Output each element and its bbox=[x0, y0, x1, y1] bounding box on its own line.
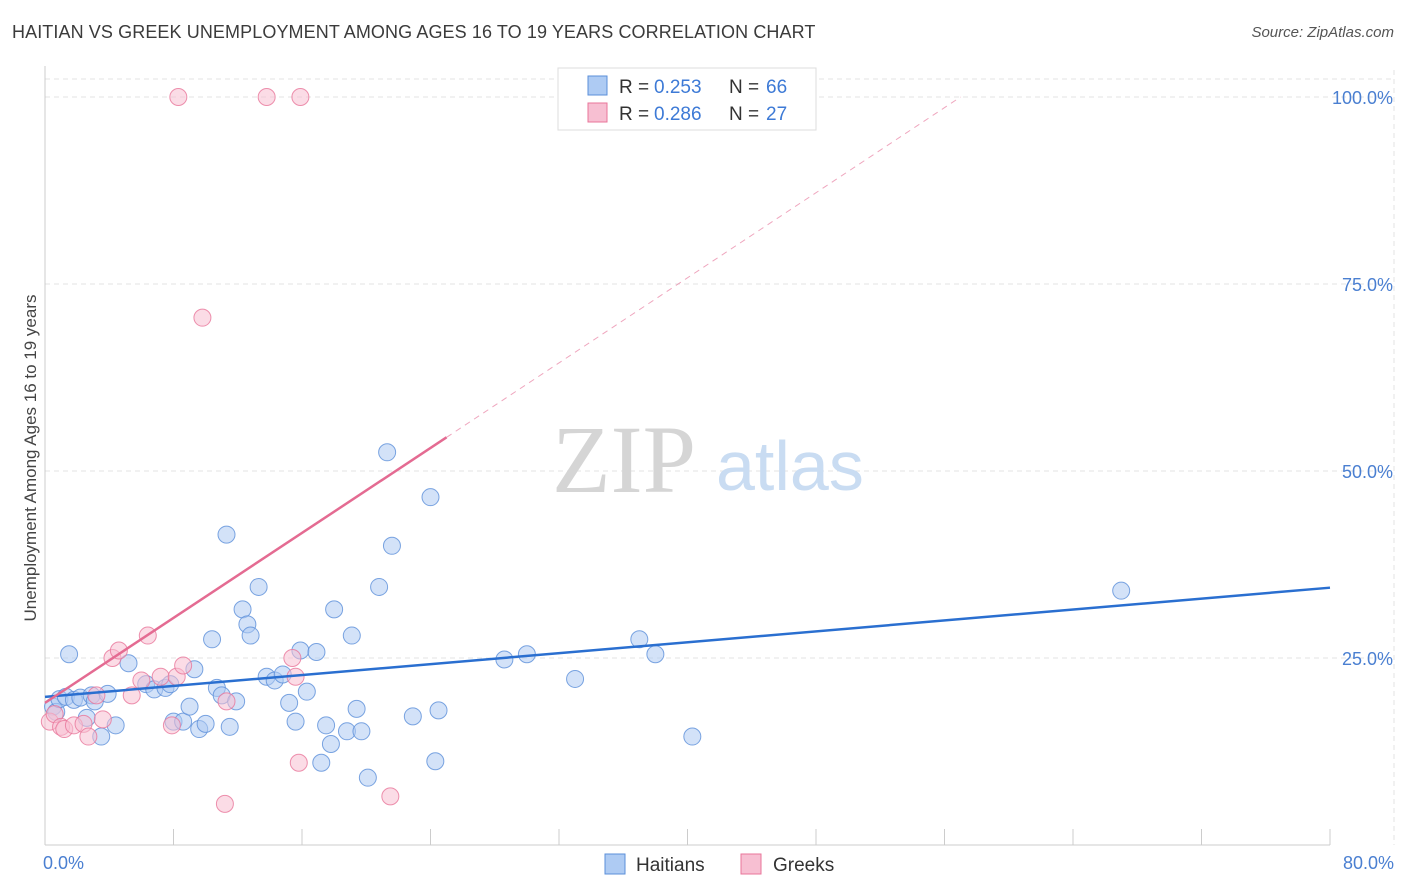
greek-point bbox=[174, 656, 193, 675]
haitian-point bbox=[378, 443, 397, 462]
greek-point bbox=[169, 88, 188, 106]
haitian-point bbox=[342, 626, 361, 645]
bottom-legend-swatch-greeks bbox=[740, 853, 762, 875]
greek-point bbox=[87, 686, 106, 705]
y-tick-label: 100.0% bbox=[1332, 88, 1393, 108]
source-label: Source: ZipAtlas.com bbox=[1251, 24, 1394, 41]
bottom-legend: Haitians Greeks bbox=[604, 853, 834, 876]
x-tick-labels: 0.0% 80.0% bbox=[43, 853, 1394, 873]
greek-point bbox=[132, 671, 151, 690]
greek-point bbox=[291, 88, 310, 106]
haitian-point bbox=[1112, 581, 1131, 600]
haitian-point bbox=[347, 699, 366, 718]
legend-r-value-haitians: 0.253 bbox=[654, 77, 702, 98]
haitian-point bbox=[249, 577, 268, 596]
haitian-point bbox=[312, 753, 331, 772]
haitian-point bbox=[297, 682, 316, 701]
greek-point bbox=[93, 710, 112, 729]
haitian-point bbox=[683, 727, 702, 746]
trend-line-greeks-extension bbox=[446, 96, 961, 438]
greek-point bbox=[151, 667, 170, 686]
haitian-point bbox=[566, 669, 585, 688]
greek-point bbox=[109, 641, 128, 660]
greek-point bbox=[162, 716, 181, 735]
grid bbox=[45, 70, 1395, 845]
y-tick-label: 25.0% bbox=[1342, 649, 1393, 669]
legend-n-value-greeks: 27 bbox=[766, 104, 787, 125]
haitian-point bbox=[180, 697, 199, 716]
legend-swatch-greeks bbox=[587, 102, 608, 123]
legend: R = 0.253 N = 66 R = 0.286 N = 27 bbox=[557, 67, 817, 131]
legend-r-value-greeks: 0.286 bbox=[654, 104, 702, 125]
haitian-point bbox=[646, 645, 665, 664]
haitian-point bbox=[321, 735, 340, 754]
greek-point bbox=[381, 787, 400, 806]
y-tick-labels: 25.0% 50.0% 75.0% 100.0% bbox=[1332, 88, 1393, 669]
haitian-point bbox=[403, 707, 422, 726]
greek-point bbox=[257, 88, 276, 106]
haitian-point bbox=[421, 488, 440, 507]
legend-r-label-greeks: R = bbox=[619, 104, 649, 125]
bottom-legend-swatch-haitians bbox=[604, 853, 626, 875]
haitian-point bbox=[317, 716, 336, 735]
haitian-point bbox=[358, 768, 377, 787]
haitian-point bbox=[280, 693, 299, 712]
greek-point bbox=[79, 727, 98, 746]
legend-r-label-haitians: R = bbox=[619, 77, 649, 98]
x-tick-label-min: 0.0% bbox=[43, 853, 84, 873]
greek-point bbox=[215, 794, 234, 813]
haitian-point bbox=[325, 600, 344, 619]
watermark-zip: ZIP bbox=[552, 406, 696, 513]
trend-line-greeks bbox=[44, 436, 448, 704]
series-haitians bbox=[44, 443, 1131, 787]
greek-point bbox=[289, 753, 308, 772]
greek-point bbox=[217, 692, 236, 711]
watermark: ZIP atlas bbox=[552, 406, 864, 513]
chart-title: HAITIAN VS GREEK UNEMPLOYMENT AMONG AGES… bbox=[12, 22, 816, 42]
watermark-atlas: atlas bbox=[716, 427, 864, 505]
haitian-point bbox=[203, 630, 222, 649]
trend-lines bbox=[44, 96, 1331, 704]
haitian-point bbox=[370, 577, 389, 596]
greek-point bbox=[283, 649, 302, 667]
x-tick-label-max: 80.0% bbox=[1343, 853, 1394, 873]
legend-n-label-greeks: N = bbox=[729, 104, 759, 125]
y-tick-label: 50.0% bbox=[1342, 462, 1393, 482]
haitian-point bbox=[286, 712, 305, 731]
bottom-legend-label-greeks: Greeks bbox=[773, 855, 834, 876]
legend-n-value-haitians: 66 bbox=[766, 77, 787, 98]
haitian-point bbox=[233, 600, 252, 619]
y-tick-label: 75.0% bbox=[1342, 275, 1393, 295]
greek-point bbox=[122, 686, 141, 705]
legend-swatch-haitians bbox=[587, 75, 608, 96]
haitian-point bbox=[382, 536, 401, 555]
haitian-point bbox=[352, 722, 371, 741]
haitian-point bbox=[429, 701, 448, 720]
haitian-point bbox=[630, 630, 649, 649]
bottom-legend-label-haitians: Haitians bbox=[636, 855, 705, 876]
haitian-point bbox=[60, 645, 79, 664]
greek-point bbox=[193, 308, 212, 327]
haitian-point bbox=[426, 752, 445, 771]
haitian-point bbox=[307, 643, 326, 662]
haitian-point bbox=[119, 654, 138, 673]
haitian-point bbox=[220, 717, 239, 736]
series-greeks bbox=[40, 88, 400, 813]
trend-line-haitians bbox=[44, 586, 1331, 699]
haitian-point bbox=[241, 626, 260, 645]
haitian-point bbox=[217, 525, 236, 544]
legend-n-label-haitians: N = bbox=[729, 77, 759, 98]
haitian-point bbox=[196, 714, 215, 733]
y-axis-label: Unemployment Among Ages 16 to 19 years bbox=[21, 295, 40, 622]
